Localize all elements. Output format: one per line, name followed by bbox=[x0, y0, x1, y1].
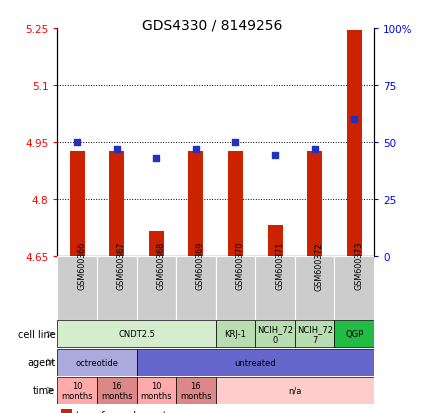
Text: octreotide: octreotide bbox=[76, 358, 119, 367]
FancyBboxPatch shape bbox=[57, 256, 97, 320]
Text: agent: agent bbox=[27, 357, 55, 367]
Point bbox=[113, 146, 120, 153]
Bar bbox=[70, 152, 85, 256]
Point bbox=[153, 155, 160, 161]
FancyBboxPatch shape bbox=[136, 377, 176, 404]
FancyBboxPatch shape bbox=[215, 320, 255, 348]
FancyBboxPatch shape bbox=[295, 256, 334, 320]
FancyBboxPatch shape bbox=[176, 256, 215, 320]
Point bbox=[232, 139, 239, 146]
Text: transformed count: transformed count bbox=[76, 410, 167, 413]
FancyBboxPatch shape bbox=[215, 377, 374, 404]
Text: NCIH_72
0: NCIH_72 0 bbox=[257, 325, 293, 344]
Point bbox=[311, 146, 318, 153]
Bar bbox=[347, 31, 362, 256]
Text: n/a: n/a bbox=[288, 386, 301, 395]
FancyBboxPatch shape bbox=[57, 320, 215, 348]
Text: GSM600366: GSM600366 bbox=[77, 242, 86, 290]
FancyBboxPatch shape bbox=[97, 377, 136, 404]
FancyBboxPatch shape bbox=[176, 377, 215, 404]
Text: GSM600368: GSM600368 bbox=[156, 242, 165, 290]
Bar bbox=[60, 409, 72, 413]
Bar bbox=[307, 152, 322, 256]
Text: QGP: QGP bbox=[345, 330, 363, 339]
Bar bbox=[109, 152, 124, 256]
Point bbox=[351, 116, 357, 123]
Text: GSM600372: GSM600372 bbox=[314, 242, 323, 290]
FancyBboxPatch shape bbox=[97, 256, 136, 320]
Text: GSM600373: GSM600373 bbox=[354, 242, 363, 290]
Text: untreated: untreated bbox=[235, 358, 276, 367]
Text: GSM600371: GSM600371 bbox=[275, 242, 284, 290]
Text: 16
months: 16 months bbox=[101, 381, 133, 400]
Bar bbox=[188, 152, 204, 256]
FancyBboxPatch shape bbox=[215, 256, 255, 320]
Point bbox=[272, 153, 278, 159]
FancyBboxPatch shape bbox=[334, 256, 374, 320]
Text: 10
months: 10 months bbox=[61, 381, 93, 400]
Text: NCIH_72
7: NCIH_72 7 bbox=[297, 325, 333, 344]
Text: GSM600370: GSM600370 bbox=[235, 242, 244, 290]
Bar bbox=[149, 231, 164, 256]
FancyBboxPatch shape bbox=[136, 349, 374, 376]
Text: KRJ-1: KRJ-1 bbox=[224, 330, 246, 339]
Text: CNDT2.5: CNDT2.5 bbox=[118, 330, 155, 339]
Text: 16
months: 16 months bbox=[180, 381, 212, 400]
FancyBboxPatch shape bbox=[136, 256, 176, 320]
Point bbox=[193, 146, 199, 153]
Text: GDS4330 / 8149256: GDS4330 / 8149256 bbox=[142, 19, 283, 33]
FancyBboxPatch shape bbox=[57, 377, 97, 404]
Text: cell line: cell line bbox=[17, 329, 55, 339]
Text: time: time bbox=[33, 385, 55, 395]
FancyBboxPatch shape bbox=[255, 320, 295, 348]
Point bbox=[74, 139, 81, 146]
FancyBboxPatch shape bbox=[295, 320, 334, 348]
Text: 10
months: 10 months bbox=[141, 381, 172, 400]
Bar bbox=[267, 226, 283, 256]
FancyBboxPatch shape bbox=[57, 349, 136, 376]
Text: GSM600367: GSM600367 bbox=[117, 242, 126, 290]
FancyBboxPatch shape bbox=[255, 256, 295, 320]
FancyBboxPatch shape bbox=[334, 320, 374, 348]
Text: GSM600369: GSM600369 bbox=[196, 242, 205, 290]
Bar bbox=[228, 152, 243, 256]
